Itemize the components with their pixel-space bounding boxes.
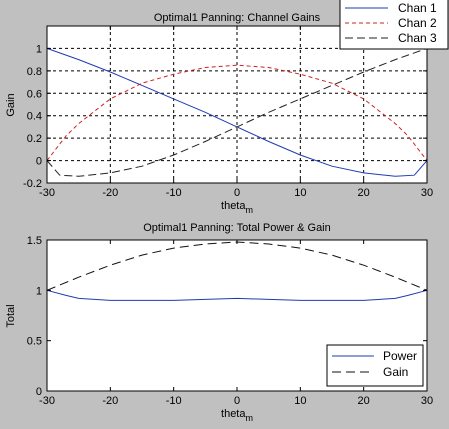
- series-line-chan-1: [46, 47, 428, 177]
- legend-chan2-label: Chan 2: [398, 16, 437, 30]
- x-tick-label: 0: [234, 187, 240, 199]
- legend-chan1-label: Chan 1: [398, 1, 437, 15]
- channel-gains-grid: [47, 26, 427, 184]
- total-power-gain-legend-box: [326, 344, 424, 387]
- y-tick-label: -0.2: [23, 178, 42, 190]
- y-tick-label: 0: [36, 386, 42, 398]
- legend-chan3-label: Chan 3: [398, 31, 437, 45]
- x-tick-label: 10: [294, 395, 306, 407]
- y-tick-label: 1.5: [27, 235, 42, 247]
- channel-gains-title: Optimal1 Panning: Channel Gains: [154, 12, 321, 24]
- y-tick-label: 1: [36, 43, 42, 55]
- y-tick-label: 1: [36, 285, 42, 297]
- legend-power-label: Power: [383, 349, 417, 363]
- series-line-chan-3: [46, 47, 428, 177]
- x-tick-label: 10: [294, 187, 306, 199]
- x-tick-label: -10: [166, 187, 182, 199]
- series-line-chan-2: [46, 64, 428, 161]
- channel-gains-ylabel: Gain: [5, 93, 17, 116]
- total-power-gain-ylabel: Total: [5, 304, 17, 327]
- y-tick-label: 0.2: [27, 133, 42, 145]
- x-tick-label: -20: [102, 187, 118, 199]
- x-tick-label: 20: [358, 187, 370, 199]
- channel-gains-chart: -30 -20 -10 0 10 20 30 -0.2 0 0.2 0.4 0.6 0.8 1 Optim…: [5, 0, 449, 215]
- x-tick-label: -30: [39, 187, 55, 199]
- x-tick-label: -20: [102, 395, 118, 407]
- x-tick-label: -10: [166, 395, 182, 407]
- channel-gains-legend: Chan 1 Chan 2 Chan 3: [339, 0, 449, 50]
- total-power-gain-xlabel: thetam: [221, 408, 253, 423]
- total-power-gain-ticks: -30 -20 -10 0 10 20 30 0 0.5 1 1.5: [27, 235, 433, 407]
- y-tick-label: 0.4: [27, 111, 42, 123]
- channel-gains-xlabel: thetam: [221, 200, 253, 215]
- total-power-gain-chart: -30 -20 -10 0 10 20 30 0 0.5 1 1.5 Optimal1 Pannin…: [5, 222, 433, 423]
- x-tick-label: 30: [421, 187, 433, 199]
- total-power-gain-legend: Power Gain: [326, 344, 424, 387]
- channel-gains-ticks: -30 -20 -10 0 10 20 30 -0.2 0 0.2 0.4 0.6 0.8 1: [23, 26, 433, 199]
- series-line-power: [46, 289, 428, 301]
- y-tick-label: 0.6: [27, 88, 42, 100]
- x-tick-label: -30: [39, 395, 55, 407]
- y-tick-label: 0.8: [27, 66, 42, 78]
- x-tick-label: 0: [234, 395, 240, 407]
- channel-gains-series: [46, 47, 428, 177]
- x-tick-label: 20: [358, 395, 370, 407]
- legend-gain-label: Gain: [383, 365, 408, 379]
- y-tick-label: 0: [36, 156, 42, 168]
- total-power-gain-title: Optimal1 Panning: Total Power & Gain: [143, 222, 331, 234]
- y-tick-label: 0.5: [27, 336, 42, 348]
- x-tick-label: 30: [421, 395, 433, 407]
